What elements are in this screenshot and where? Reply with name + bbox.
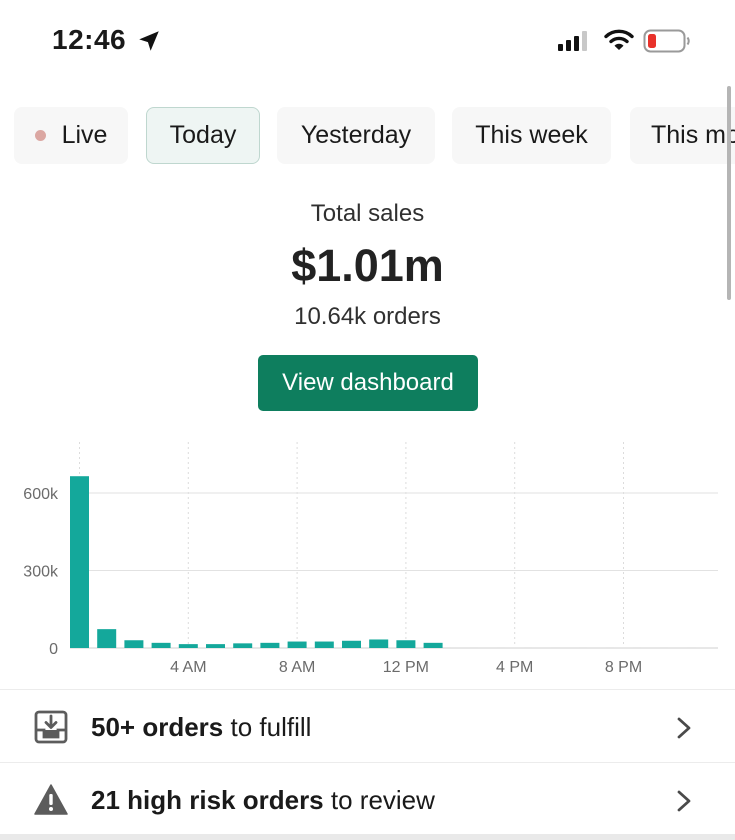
wifi-icon [604, 29, 634, 50]
chart-empty-bar [641, 647, 661, 648]
battery-low-icon [643, 29, 690, 53]
chart-x-tick-label: 12 PM [383, 659, 429, 676]
chart-empty-bar [450, 647, 470, 648]
chart-empty-bar [559, 647, 579, 648]
status-bar: 12:46 [0, 0, 735, 80]
chart-bar [124, 640, 144, 648]
chart-bar [178, 644, 198, 648]
tab-live[interactable]: Live [14, 107, 128, 164]
tab-today-label: Today [169, 121, 237, 149]
tab-this-week-label: This week [475, 121, 588, 149]
chart-bar [287, 641, 307, 648]
tab-today[interactable]: Today [146, 107, 260, 164]
chart-empty-bar [668, 647, 688, 648]
chart-bar [206, 644, 225, 648]
date-range-tabs: Live Today Yesterday This week This mo [0, 104, 735, 168]
chart-bar [70, 476, 89, 648]
chart-bar [233, 643, 253, 648]
tab-this-month-label: This mo [651, 121, 735, 149]
tab-this-week[interactable]: This week [452, 107, 611, 164]
chart-bar [314, 641, 334, 648]
high-risk-orders-suffix: to review [323, 785, 435, 815]
chart-x-tick-label: 4 PM [496, 659, 533, 676]
chart-y-tick-label: 600k [23, 486, 59, 503]
chart-x-tick-label: 8 PM [605, 659, 642, 676]
chart-empty-bar [532, 647, 552, 648]
chart-x-tick-label: 8 AM [279, 659, 315, 676]
chart-bar [260, 642, 280, 648]
chart-empty-bar [586, 647, 606, 648]
chart-bar [396, 640, 416, 648]
live-dot-icon [34, 130, 46, 141]
chart-empty-bar [478, 647, 497, 648]
high-risk-orders-row[interactable]: 21 high risk orders to review [0, 762, 735, 836]
chart-bar [97, 629, 117, 648]
chevron-right-icon [677, 790, 691, 812]
high-risk-orders-count: 21 high risk orders [91, 785, 324, 815]
tab-yesterday-label: Yesterday [300, 121, 412, 149]
orders-to-fulfill-count: 50+ orders [91, 712, 224, 742]
bottom-divider [0, 834, 735, 840]
location-arrow-icon [139, 31, 159, 51]
view-dashboard-button[interactable]: View dashboard [258, 355, 478, 411]
scrollbar[interactable] [727, 86, 731, 300]
chart-bar [369, 639, 389, 648]
tab-this-month[interactable]: This mo [630, 107, 735, 164]
chart-bar [151, 642, 171, 648]
orders-to-fulfill-row[interactable]: 50+ orders to fulfill [0, 689, 735, 763]
orders-to-fulfill-suffix: to fulfill [223, 712, 312, 742]
chart-y-tick-label: 300k [23, 564, 59, 581]
inbox-download-icon [34, 710, 68, 744]
orders-to-fulfill-text: 50+ orders to fulfill [91, 712, 311, 743]
warning-triangle-icon [34, 784, 68, 815]
total-sales-label: Total sales [310, 200, 425, 227]
cellular-signal-icon [558, 31, 587, 51]
chart-bar [342, 640, 361, 648]
chart-empty-bar [614, 647, 633, 648]
status-time: 12:46 [52, 24, 127, 55]
orders-count: 10.64k orders [294, 303, 441, 330]
chart-empty-bar [695, 647, 715, 648]
tab-yesterday[interactable]: Yesterday [277, 107, 435, 164]
high-risk-orders-text: 21 high risk orders to review [91, 785, 435, 816]
chart-x-tick-label: 4 AM [170, 659, 206, 676]
sales-chart: 0 300k 600k 4 AM 8 AM 12 PM 4 PM 8 PM [23, 442, 718, 676]
chart-y-tick-label: 0 [49, 641, 58, 658]
chevron-right-icon [677, 717, 691, 739]
chart-empty-bar [505, 647, 525, 648]
chart-bar [423, 642, 443, 648]
tab-live-label: Live [61, 121, 108, 149]
total-sales-value: $1.01m [291, 240, 444, 291]
